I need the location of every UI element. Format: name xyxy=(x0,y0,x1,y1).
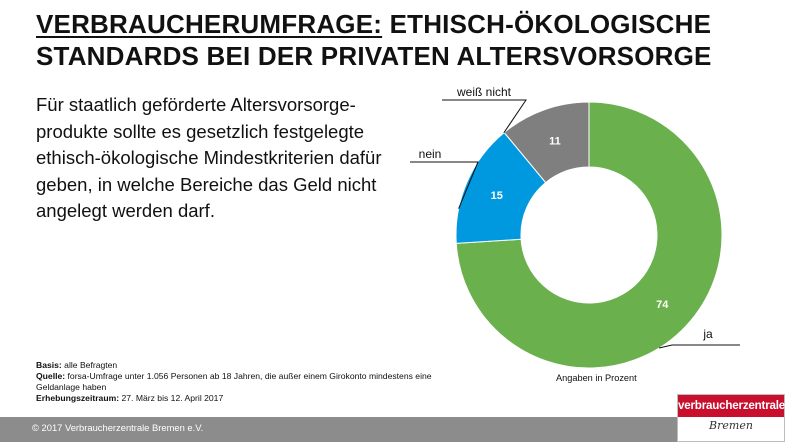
unit-note: Angaben in Prozent xyxy=(556,373,637,383)
logo-name: verbraucherzentrale xyxy=(678,395,785,417)
title-part1: VERBRAUCHERUMFRAGE: xyxy=(36,9,383,39)
zeitraum-line: Erhebungszeitraum: 27. März bis 12. Apri… xyxy=(36,393,224,403)
logo-city: Bremen xyxy=(709,419,753,432)
vz-logo: verbraucherzentrale Bremen xyxy=(677,394,785,442)
footer-bar: © 2017 Verbraucherzentrale Bremen e.V. xyxy=(0,417,785,442)
category-label-ja: ja xyxy=(702,327,713,341)
copyright-text: © 2017 Verbraucherzentrale Bremen e.V. xyxy=(32,422,204,433)
value-label-nein: 15 xyxy=(491,190,503,202)
footnotes: Basis: alle Befragten Quelle: forsa-Umfr… xyxy=(36,360,456,404)
leader-line-nein xyxy=(410,161,479,209)
value-label-ja: 74 xyxy=(656,299,669,311)
survey-statement: Für staatlich geförderte Altersvorsorge-… xyxy=(36,94,382,221)
basis-line: Basis: alle Befragten xyxy=(36,360,118,370)
value-label-weiß-nicht: 11 xyxy=(549,135,561,147)
leader-line-weiß-nicht xyxy=(442,99,527,134)
slice-weiß-nicht xyxy=(503,101,590,184)
title-line2: STANDARDS BEI DER PRIVATEN ALTERSVORSORG… xyxy=(36,41,712,71)
page-title: VERBRAUCHERUMFRAGE: ETHISCH-ÖKOLOGISCHE … xyxy=(36,8,776,72)
leader-line-ja xyxy=(658,344,740,349)
slice-ja xyxy=(455,101,723,369)
category-label-nein: nein xyxy=(419,147,442,161)
category-label-weiß-nicht: weiß nicht xyxy=(456,85,512,99)
title-part2: ETHISCH-ÖKOLOGISCHE xyxy=(382,9,712,39)
quelle-line: Quelle: forsa-Umfrage unter 1.056 Person… xyxy=(36,371,432,392)
